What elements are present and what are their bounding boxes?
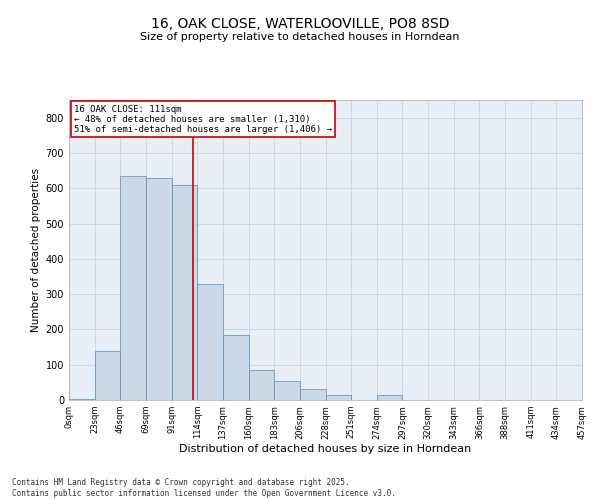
Bar <box>325 394 351 400</box>
Text: 16 OAK CLOSE: 111sqm
← 48% of detached houses are smaller (1,310)
51% of semi-de: 16 OAK CLOSE: 111sqm ← 48% of detached h… <box>74 104 332 134</box>
Text: 16, OAK CLOSE, WATERLOOVILLE, PO8 8SD: 16, OAK CLOSE, WATERLOOVILLE, PO8 8SD <box>151 18 449 32</box>
Y-axis label: Number of detached properties: Number of detached properties <box>31 168 41 332</box>
Bar <box>274 380 300 400</box>
Bar <box>300 390 325 400</box>
Bar <box>223 334 248 400</box>
Text: Contains HM Land Registry data © Crown copyright and database right 2025.
Contai: Contains HM Land Registry data © Crown c… <box>12 478 396 498</box>
X-axis label: Distribution of detached houses by size in Horndean: Distribution of detached houses by size … <box>179 444 472 454</box>
Bar <box>121 176 146 400</box>
Bar <box>146 178 172 400</box>
Bar <box>248 370 274 400</box>
Text: Size of property relative to detached houses in Horndean: Size of property relative to detached ho… <box>140 32 460 42</box>
Bar <box>377 394 403 400</box>
Bar <box>197 284 223 400</box>
Bar <box>95 350 121 400</box>
Bar <box>172 184 197 400</box>
